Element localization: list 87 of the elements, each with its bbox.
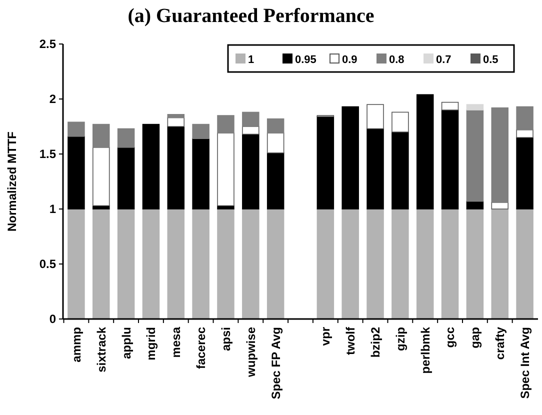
bar: [142, 208, 160, 320]
bar: [117, 208, 135, 320]
bar: [192, 208, 210, 320]
x-tick-label: crafty: [493, 326, 508, 360]
x-tick-label: gap: [468, 327, 482, 348]
x-tick-label: bzip2: [368, 326, 382, 358]
bar: [392, 208, 409, 320]
bar: [117, 128, 135, 148]
bar: [142, 124, 160, 210]
y-tick-label: 1: [49, 202, 56, 216]
bar: [342, 208, 359, 320]
bar: [491, 107, 508, 203]
bar: [167, 117, 185, 127]
x-tick-label: ammp: [69, 327, 84, 362]
y-tick-label: 2.5: [39, 37, 56, 52]
bar: [316, 116, 334, 210]
bar: [266, 208, 284, 320]
x-tick-label: mesa: [169, 326, 184, 358]
bar: [242, 208, 260, 320]
bar: [68, 208, 85, 320]
x-tick-label: gzip: [393, 327, 408, 351]
legend-label: 0.7: [436, 54, 452, 66]
bar: [392, 132, 409, 210]
bar: [266, 118, 284, 134]
legend-label: 1: [248, 54, 254, 66]
bar: [441, 208, 459, 320]
bar: [242, 112, 260, 127]
bar: [92, 208, 110, 320]
bar: [242, 126, 260, 135]
bar: [266, 152, 284, 210]
y-axis-title: Normalized MTTF: [5, 131, 19, 232]
legend-label: 0.8: [389, 54, 404, 66]
bar: [491, 208, 508, 320]
bar: [167, 126, 185, 210]
bar: [217, 208, 234, 320]
bar: [366, 128, 384, 210]
x-tick-label: twolf: [344, 326, 358, 355]
chart-title: (a) Guaranteed Performance: [128, 5, 374, 27]
bar: [416, 208, 434, 320]
bar: [242, 134, 260, 210]
bar: [516, 208, 534, 320]
legend-label: 0.95: [295, 54, 316, 66]
x-tick-label: gcc: [443, 326, 458, 348]
bar: [342, 106, 359, 210]
x-tick-label: facerec: [194, 326, 208, 370]
bar: [217, 132, 234, 206]
bar: [192, 138, 210, 210]
bar: [466, 104, 484, 110]
y-tick-label: 0: [49, 312, 56, 326]
x-tick-label: sixtrack: [94, 326, 108, 372]
bar: [366, 208, 384, 320]
bar: [92, 147, 110, 206]
bar: [316, 208, 334, 320]
bar: [491, 202, 508, 210]
bar: [466, 200, 484, 210]
bar: [516, 137, 534, 210]
legend-label: 0.5: [483, 54, 498, 66]
x-tick-label: vpr: [318, 326, 333, 346]
bar: [68, 122, 85, 137]
bar: [92, 124, 110, 148]
x-tick-label: mgrid: [144, 327, 158, 360]
bar: [192, 124, 210, 139]
bar: [217, 115, 234, 134]
legend-label: 0.9: [342, 54, 358, 66]
bar: [266, 132, 284, 154]
bar: [516, 106, 534, 130]
bar: [117, 147, 135, 210]
y-tick-label: 0.5: [39, 257, 56, 272]
bar: [68, 136, 85, 210]
x-tick-label: applu: [119, 327, 134, 359]
x-tick-label: apsi: [218, 327, 233, 352]
bar: [516, 129, 534, 138]
bar: [416, 94, 434, 210]
bar: [167, 208, 185, 320]
bar: [366, 104, 384, 130]
x-tick-label: wupwise: [244, 326, 258, 378]
bar: [466, 208, 484, 320]
y-tick-label: 2: [49, 92, 56, 106]
x-tick-label: perlbmk: [418, 326, 432, 374]
bar: [441, 110, 459, 210]
bar: [167, 114, 185, 118]
bar: [466, 110, 484, 202]
bar: [392, 112, 409, 132]
x-tick-label: Spec FP Avg: [268, 327, 283, 400]
x-tick-label: Spec Int Avg: [518, 327, 532, 399]
bar: [441, 102, 459, 110]
y-tick-label: 1.5: [39, 147, 56, 162]
